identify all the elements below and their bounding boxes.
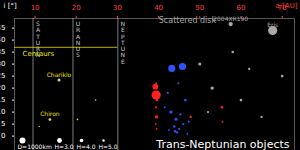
svg-text:H=3.0: H=3.0 bbox=[55, 143, 74, 150]
svg-text:20: 20 bbox=[72, 4, 81, 12]
svg-text:Scattered disk: Scattered disk bbox=[159, 16, 217, 25]
svg-text:50: 50 bbox=[195, 4, 204, 12]
svg-text:URANUS: URANUS bbox=[76, 20, 81, 59]
svg-text:2004XR190: 2004XR190 bbox=[213, 15, 248, 22]
svg-text:NEPTUNE: NEPTUNE bbox=[120, 20, 125, 65]
svg-text:a [AU]: a [AU] bbox=[276, 2, 298, 10]
svg-text:10: 10 bbox=[0, 108, 6, 116]
svg-text:20: 20 bbox=[0, 84, 6, 92]
svg-text:35: 35 bbox=[0, 48, 6, 56]
svg-text:Eris: Eris bbox=[267, 21, 278, 28]
svg-text:60: 60 bbox=[237, 4, 246, 12]
svg-text:30: 30 bbox=[113, 4, 122, 12]
svg-text:25: 25 bbox=[0, 72, 6, 80]
svg-text:Chiron: Chiron bbox=[40, 110, 60, 117]
svg-text:0: 0 bbox=[1, 132, 5, 140]
svg-text:H=4.0: H=4.0 bbox=[77, 143, 96, 150]
svg-text:i [°]: i [°] bbox=[4, 2, 17, 10]
svg-text:30: 30 bbox=[0, 60, 6, 68]
svg-text:10: 10 bbox=[31, 4, 40, 12]
svg-text:Trans-Neptunian objects: Trans-Neptunian objects bbox=[155, 138, 289, 150]
svg-text:5: 5 bbox=[1, 120, 5, 128]
svg-text:H=5.0: H=5.0 bbox=[99, 143, 118, 150]
svg-text:D=1000km: D=1000km bbox=[18, 143, 52, 150]
svg-text:15: 15 bbox=[0, 96, 6, 104]
svg-text:40: 40 bbox=[154, 4, 163, 12]
svg-text:40: 40 bbox=[0, 36, 6, 44]
svg-text:Centaurs: Centaurs bbox=[23, 50, 55, 58]
svg-text:Chariklo: Chariklo bbox=[47, 71, 72, 78]
svg-text:45: 45 bbox=[0, 24, 6, 32]
